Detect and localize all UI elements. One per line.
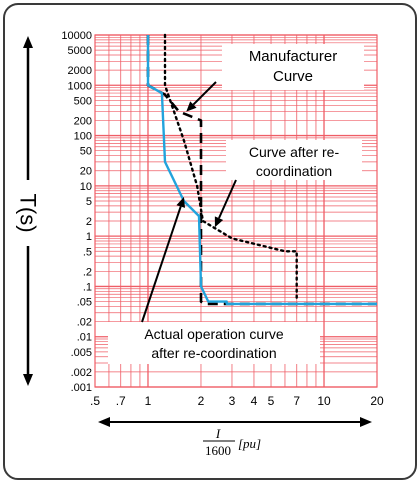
y-tick-label: 2000 <box>68 65 92 77</box>
y-arrow-up-head <box>23 36 33 48</box>
x-tick-label: 10 <box>317 394 331 408</box>
annotation-actual-text: after re-coordination <box>151 345 276 361</box>
y-tick-label: 5000 <box>68 45 92 57</box>
series-actual-line <box>146 35 377 306</box>
y-tick-label: 5 <box>86 196 92 208</box>
x-tick-label: .7 <box>116 394 126 408</box>
annotation-reco-box <box>226 140 362 180</box>
y-tick-label: 10 <box>80 181 92 193</box>
y-tick-label: 1 <box>86 231 92 243</box>
y-tick-label: .5 <box>83 246 92 258</box>
annotation-manufacturer-box <box>222 44 364 90</box>
annotation-manufacturer-text: Manufacturer <box>249 48 337 65</box>
y-tick-label: 500 <box>74 95 92 107</box>
x-tick-label: 7 <box>293 394 300 408</box>
annotation-manufacturer-arrowhead <box>186 101 197 112</box>
y-tick-labels: 10000 5000 2000 1000 500 200 100 50 20 10 5 2 1 .5 .2.… <box>61 30 92 394</box>
y-tick-label: 50 <box>80 146 92 158</box>
x-label-denominator: 1600 <box>205 443 231 458</box>
x-tick-label: 4 <box>251 394 258 408</box>
y-tick-label: .2 <box>83 266 92 278</box>
y-tick-label: .1 <box>83 281 92 293</box>
y-axis-label: T(s) <box>16 193 41 232</box>
annotation-actual-box <box>108 322 320 364</box>
y-tick-label: .05 <box>77 297 92 309</box>
x-axis-label-group: I 1600 [pu] <box>98 417 372 460</box>
plot-border <box>94 34 378 388</box>
y-tick-label: 10000 <box>61 30 92 42</box>
y-tick-label: .001 <box>71 382 92 394</box>
x-tick-label: 3 <box>229 394 236 408</box>
y-tick-label: 200 <box>74 115 92 127</box>
y-arrow-down-head <box>23 374 33 386</box>
y-tick-label: .02 <box>77 317 92 329</box>
annotation-actual-text: Actual operation curve <box>144 326 284 342</box>
annotation-reco-arrowhead <box>214 216 224 228</box>
annotation-actual-arrow <box>141 206 182 323</box>
y-tick-label: 20 <box>80 166 92 178</box>
y-tick-label: 2 <box>86 216 92 228</box>
x-tick-label: 5 <box>268 394 275 408</box>
y-tick-label: 100 <box>74 131 92 143</box>
x-tick-label: .5 <box>90 394 100 408</box>
annotation-actual-arrowhead <box>176 197 186 208</box>
chart-annotations: Manufacturer Curve Curve after re-coordina… <box>108 44 364 364</box>
x-arrow-right-head <box>360 417 372 427</box>
x-tick-labels: .5 .7 1 2 3 4 5 7 10 20 <box>90 394 384 408</box>
annotation-reco-text: coordination <box>256 163 332 179</box>
x-tick-label: 1 <box>145 394 152 408</box>
series-before-line <box>163 33 298 303</box>
chart-series <box>146 33 377 306</box>
x-label-numerator: I <box>215 426 221 441</box>
y-tick-label: .002 <box>71 367 92 379</box>
annotation-manufacturer-arrow <box>192 81 217 106</box>
y-tick-label: .01 <box>77 332 92 344</box>
annotation-reco-text: Curve after re- <box>249 144 340 160</box>
x-arrow-left-head <box>98 417 110 427</box>
x-tick-label: 2 <box>198 394 205 408</box>
x-tick-label: 20 <box>370 394 384 408</box>
y-axis-label-group: T(s) <box>16 36 41 386</box>
y-tick-label: .005 <box>71 347 92 359</box>
x-label-unit: [pu] <box>238 436 261 451</box>
y-tick-label: 1000 <box>68 80 92 92</box>
annotation-reco-arrow <box>218 179 237 219</box>
annotation-manufacturer-text: Curve <box>273 68 313 85</box>
